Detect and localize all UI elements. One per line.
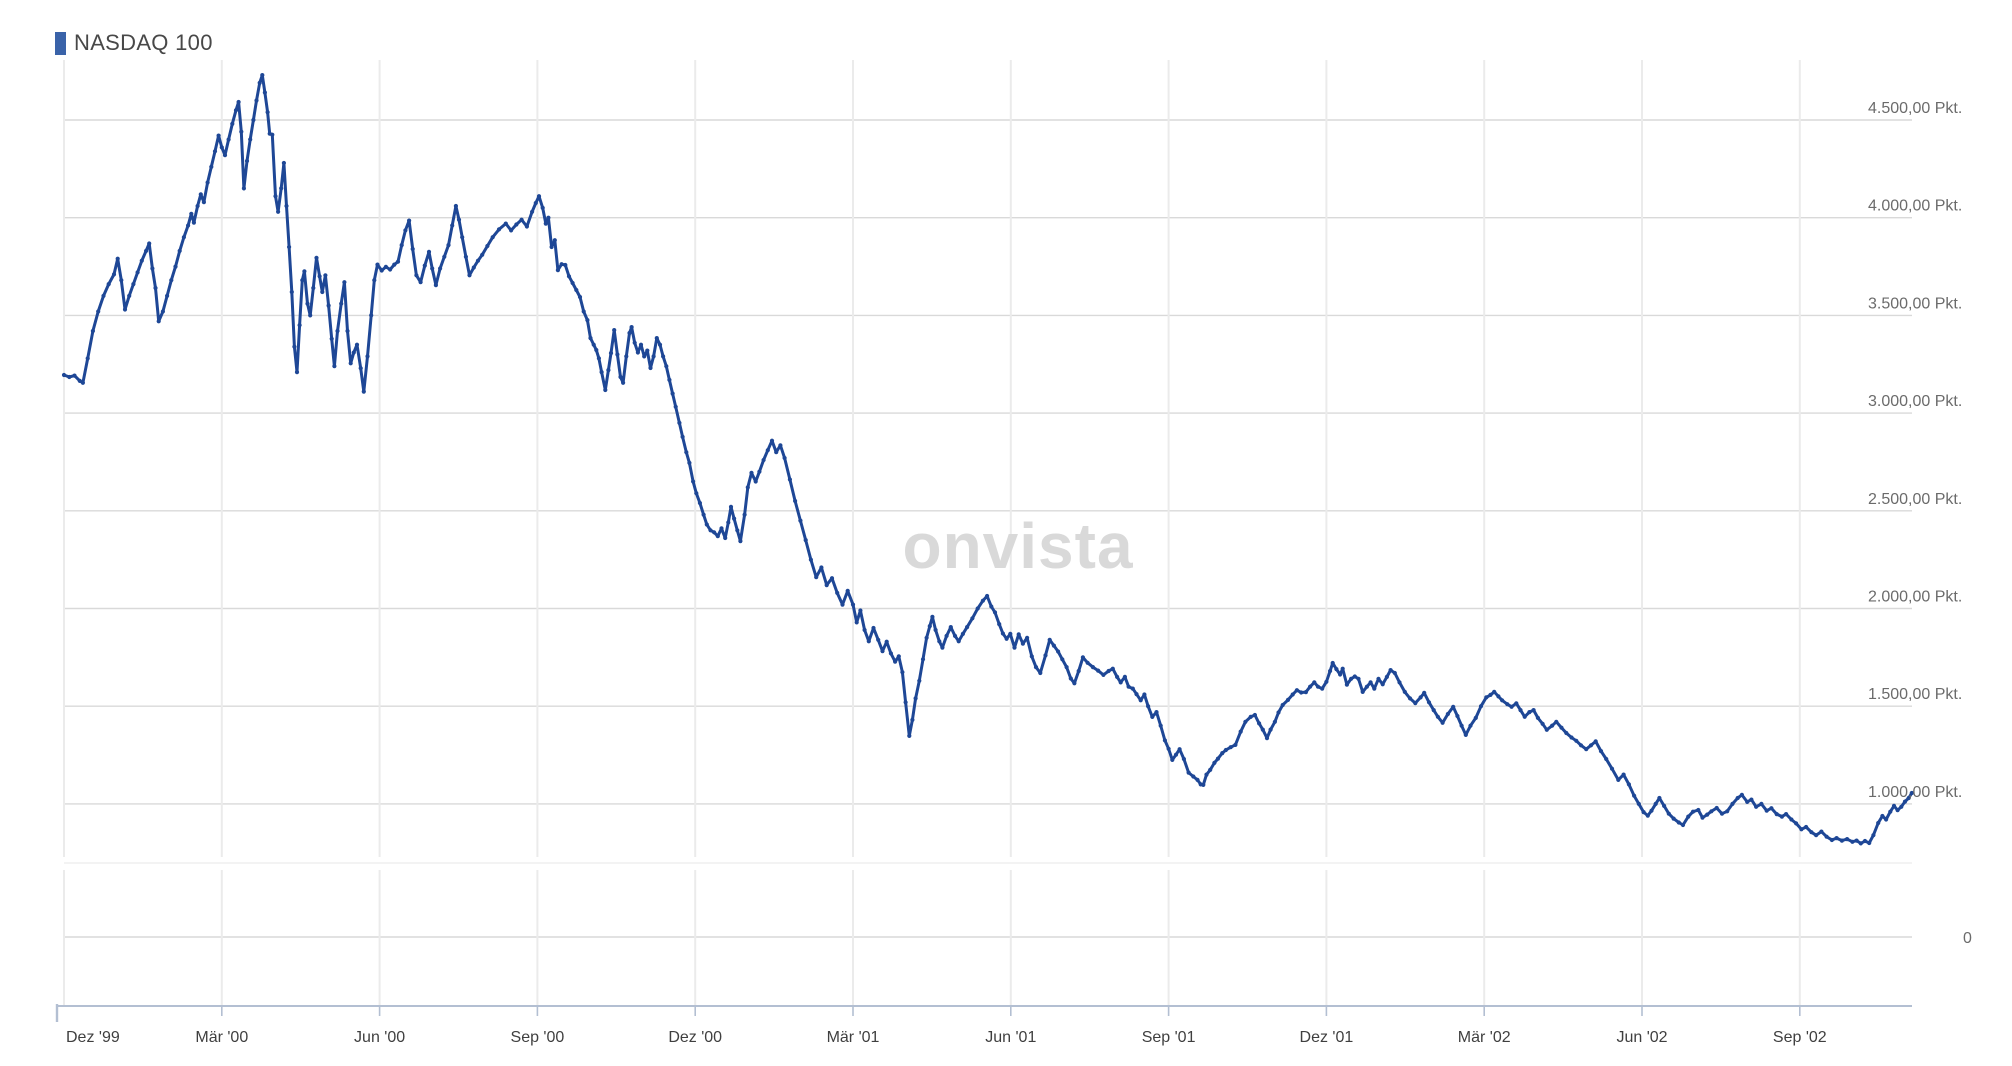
x-axis-label: Dez '99 — [66, 1029, 120, 1046]
x-axis-label: Mär '00 — [195, 1029, 248, 1046]
y-axis-label: 2.000,00 Pkt. — [1868, 589, 1962, 606]
x-axis-label: Mär '02 — [1458, 1029, 1511, 1046]
y-axis-zero-label: 0 — [1963, 930, 1972, 947]
y-axis-label: 3.500,00 Pkt. — [1868, 295, 1962, 312]
y-axis-label: 4.500,00 Pkt. — [1868, 100, 1962, 117]
y-axis-label: 4.000,00 Pkt. — [1868, 198, 1962, 215]
x-axis-label: Dez '01 — [1300, 1029, 1354, 1046]
legend[interactable]: NASDAQ 100 — [55, 30, 213, 56]
x-axis-label: Sep '02 — [1773, 1029, 1827, 1046]
y-axis-label: 2.500,00 Pkt. — [1868, 491, 1962, 508]
legend-swatch-icon — [55, 31, 66, 55]
y-axis-labels: 4.500,00 Pkt. 4.000,00 Pkt. 3.500,00 Pkt. 3… — [1868, 100, 1972, 947]
x-axis-label: Jun '01 — [985, 1029, 1036, 1046]
legend-label: NASDAQ 100 — [74, 30, 213, 55]
price-line — [61, 73, 1914, 846]
axes — [55, 1004, 1912, 1022]
x-axis-label: Jun '00 — [354, 1029, 405, 1046]
y-axis-label: 3.000,00 Pkt. — [1868, 393, 1962, 410]
x-axis-label: Mär '01 — [827, 1029, 880, 1046]
x-axis-label: Sep '01 — [1142, 1029, 1196, 1046]
y-axis-label: 1.500,00 Pkt. — [1868, 686, 1962, 703]
x-axis-labels: Dez '99 Mär '00 Jun '00 Sep '00 Dez '00 Mär '… — [66, 1029, 1827, 1046]
x-axis-label: Dez '00 — [668, 1029, 722, 1046]
y-axis-label: 1.000,00 Pkt. — [1868, 784, 1962, 801]
x-axis-label: Sep '00 — [511, 1029, 565, 1046]
gridlines — [63, 60, 1912, 1006]
onvista-watermark: onvista — [902, 510, 1133, 582]
x-axis-label: Jun '02 — [1616, 1029, 1667, 1046]
